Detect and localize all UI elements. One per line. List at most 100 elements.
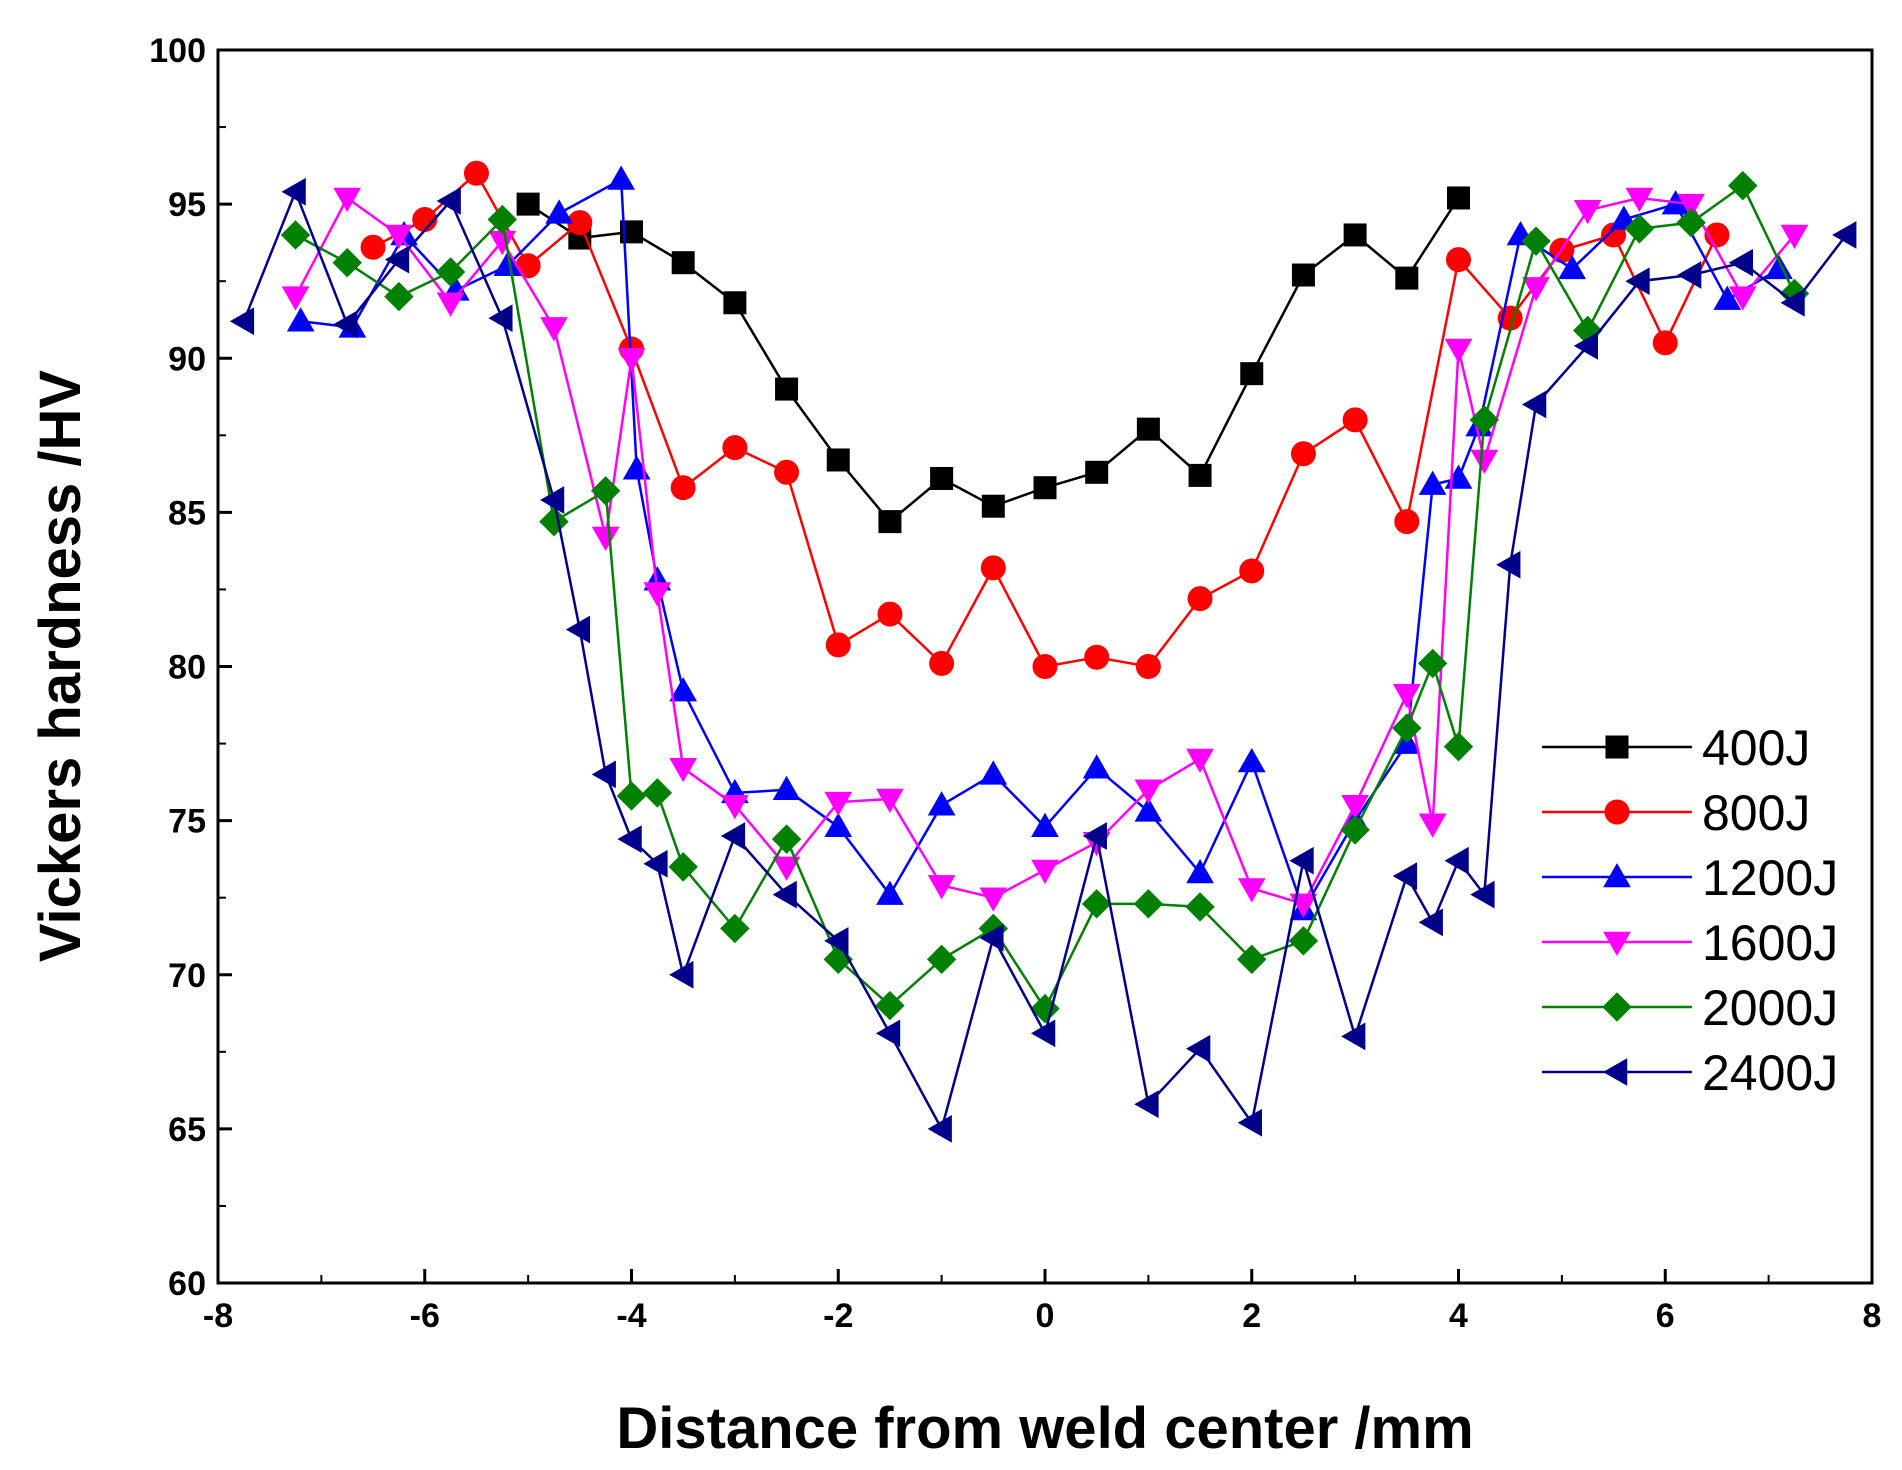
data-point [1418, 908, 1443, 937]
data-point [669, 757, 698, 783]
y-tick-label: 65 [168, 1111, 206, 1149]
data-point [281, 177, 306, 206]
data-point [1033, 476, 1057, 500]
data-point [1392, 683, 1421, 709]
legend: 400J 800J 1200J 1600J 2000J 2400J [1542, 720, 1838, 1101]
y-tick-label: 95 [168, 186, 206, 224]
y-tick-label: 90 [168, 340, 206, 378]
data-point [927, 791, 956, 816]
data-point [1290, 441, 1316, 467]
data-point [1496, 550, 1521, 579]
data-point [930, 466, 954, 490]
data-point [1780, 288, 1805, 317]
data-point [590, 476, 621, 506]
data-point [1136, 417, 1160, 441]
data-point [1395, 266, 1419, 290]
x-tick-label: -2 [823, 1297, 853, 1335]
data-point [591, 526, 620, 552]
data-point [1444, 338, 1473, 364]
legend-marker [1603, 862, 1631, 888]
data-point [1392, 862, 1418, 890]
data-point [669, 960, 694, 989]
data-point [1237, 748, 1266, 773]
data-point [1032, 654, 1058, 679]
x-tick-label: 6 [1656, 1297, 1675, 1335]
x-tick-label: 8 [1863, 1297, 1882, 1335]
data-point [981, 494, 1005, 518]
data-point [876, 880, 904, 905]
data-point [607, 165, 636, 190]
legend-marker [1602, 1058, 1628, 1086]
data-point [979, 887, 1008, 912]
data-point [1418, 470, 1447, 495]
legend-item-400J: 400J [1542, 720, 1810, 776]
data-point [1289, 846, 1314, 875]
data-point [1288, 926, 1319, 956]
legend-item-2000J: 2000J [1542, 980, 1838, 1036]
series-800J [360, 160, 1730, 679]
data-point [771, 824, 802, 854]
data-point [436, 292, 465, 317]
y-axis-label: Vickers hardness /HV [28, 370, 93, 962]
data-point [463, 160, 489, 186]
data-point [1030, 1019, 1056, 1048]
data-point [877, 601, 903, 627]
x-tick-label: 2 [1242, 1297, 1261, 1335]
data-point [1469, 405, 1500, 435]
data-point [539, 486, 565, 514]
x-tick-label: 4 [1449, 1297, 1468, 1335]
data-point [436, 187, 461, 215]
data-point [1082, 754, 1111, 779]
data-point [826, 448, 850, 472]
data-point [384, 245, 410, 274]
data-point [1573, 332, 1598, 360]
data-point [825, 632, 851, 658]
data-point [1573, 200, 1602, 225]
data-point [723, 291, 747, 315]
data-point [670, 475, 696, 501]
data-point [1418, 813, 1447, 838]
series-2400J [229, 177, 1857, 1143]
data-point [1237, 944, 1267, 975]
data-point [1677, 261, 1702, 289]
data-point [824, 926, 849, 955]
legend-label: 2000J [1702, 980, 1838, 1036]
series-2000J [280, 170, 1810, 1024]
data-point [565, 615, 591, 644]
data-point [1341, 1022, 1366, 1051]
data-point [1341, 794, 1369, 820]
y-tick-label: 70 [168, 957, 206, 995]
data-point [1082, 822, 1107, 850]
data-point [1444, 846, 1469, 875]
y-tick-label: 60 [168, 1265, 206, 1303]
y-tick-label: 75 [168, 803, 206, 841]
x-tick-label: -4 [616, 1297, 646, 1335]
data-point [1084, 644, 1110, 670]
data-point [1239, 558, 1265, 584]
data-point [824, 812, 853, 838]
data-point [1237, 1108, 1262, 1137]
data-point [1392, 713, 1422, 743]
data-point [540, 317, 568, 342]
data-point [772, 775, 801, 801]
legend-item-1200J: 1200J [1542, 850, 1838, 906]
legend-marker [1605, 735, 1629, 759]
data-point [545, 199, 573, 224]
data-point [493, 251, 522, 277]
data-point [669, 677, 698, 702]
y-tick-label: 85 [168, 494, 206, 532]
data-point [772, 880, 797, 909]
data-point [1342, 407, 1368, 433]
data-point [1240, 362, 1264, 386]
data-point [1558, 254, 1587, 280]
ticks-layer: -8 -6 -4 -2 0 2 4 6 8 60 65 70 75 80 85 90 95 100 [149, 32, 1881, 1335]
data-point [980, 555, 1006, 581]
data-point [1134, 797, 1163, 822]
x-tick-label: -8 [203, 1297, 233, 1335]
data-point [774, 459, 800, 485]
y-tick-label: 100 [149, 32, 206, 70]
x-axis-label: Distance from weld center /mm [616, 1396, 1473, 1461]
data-point [1470, 449, 1499, 474]
data-point [385, 224, 413, 249]
data-point [1447, 186, 1470, 210]
